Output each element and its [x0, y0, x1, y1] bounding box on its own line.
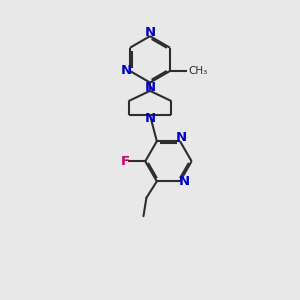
Text: N: N	[178, 175, 189, 188]
Text: F: F	[121, 155, 130, 168]
Text: CH₃: CH₃	[188, 66, 207, 76]
Text: N: N	[144, 26, 156, 39]
Text: N: N	[121, 64, 132, 77]
Text: N: N	[144, 112, 156, 125]
Text: N: N	[144, 81, 156, 94]
Text: N: N	[176, 131, 187, 144]
